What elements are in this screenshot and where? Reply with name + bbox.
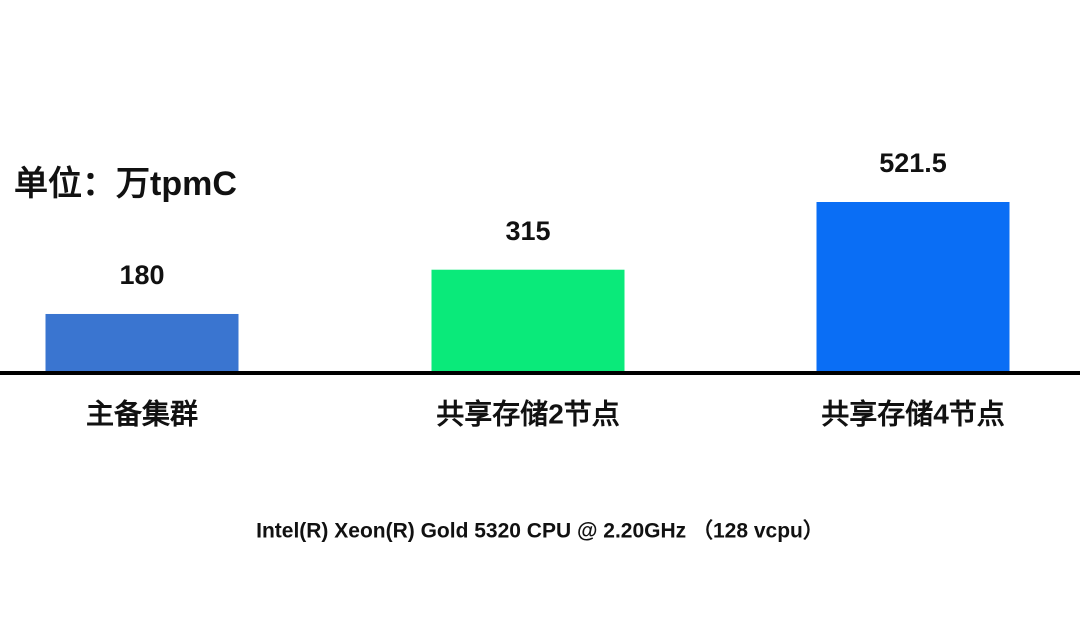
category-label: 共享存储4节点 xyxy=(821,397,1005,429)
bar xyxy=(45,313,239,373)
bar xyxy=(431,269,625,373)
category-label: 共享存储2节点 xyxy=(436,397,620,429)
unit-title: 单位：万tpmC xyxy=(14,165,237,203)
category-label: 主备集群 xyxy=(86,398,198,429)
data-label: 521.5 xyxy=(879,148,947,178)
bar xyxy=(816,202,1010,373)
data-label: 180 xyxy=(119,260,164,290)
footnote: Intel(R) Xeon(R) Gold 5320 CPU @ 2.20GHz… xyxy=(256,519,824,543)
data-label: 315 xyxy=(505,216,550,246)
